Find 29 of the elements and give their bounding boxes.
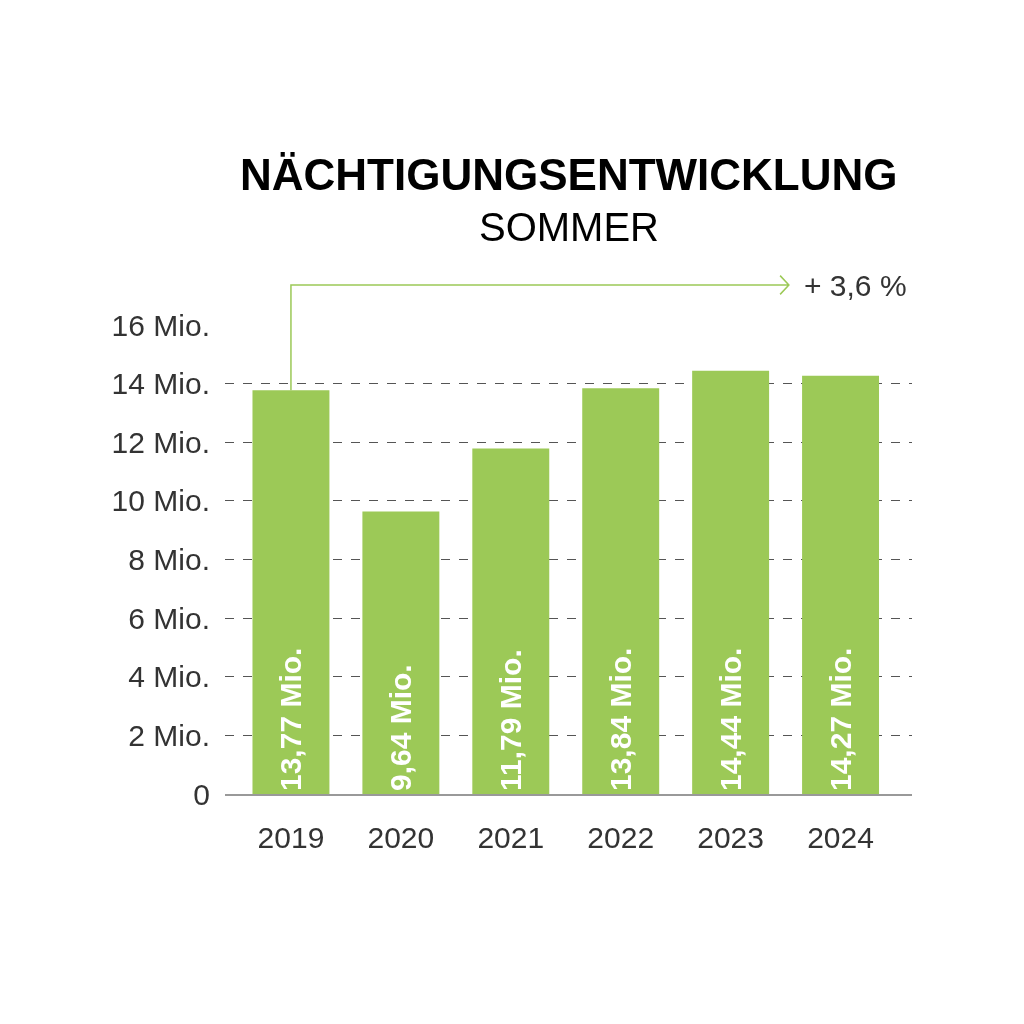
y-tick-label: 8 Mio.: [128, 543, 210, 576]
y-tick-label: 14 Mio.: [111, 367, 210, 401]
y-tick-label: 2 Mio.: [128, 718, 210, 752]
data-label: 11,79 Mio.: [494, 649, 528, 791]
x-tick-label: 2019: [257, 821, 325, 854]
data-label: 9,64 Mio.: [384, 664, 418, 791]
data-label: 14,44 Mio.: [714, 647, 748, 791]
text: + 3,6 %: [804, 269, 907, 302]
x-tick-label: 2020: [367, 821, 435, 854]
chart-subtitle: SOMMER: [479, 205, 659, 249]
data-label: 13,77 Mio.: [274, 647, 308, 791]
x-tick-label: 2022: [587, 821, 655, 854]
bar: [582, 388, 660, 794]
x-tick-label: 2024: [807, 821, 874, 854]
y-tick-label: 16 Mio.: [111, 308, 210, 342]
x-tick-label: 2021: [477, 821, 545, 854]
y-tick-label: 4 Mio.: [128, 660, 210, 694]
bar: [692, 370, 770, 794]
x-tick-label: 2023: [697, 821, 765, 854]
y-tick-label: 12 Mio.: [111, 425, 210, 459]
data-label: 14,27 Mio.: [824, 647, 858, 791]
bar: [362, 511, 440, 794]
data-label: 13,84 Mio.: [604, 647, 638, 791]
y-tick-label: 10 Mio.: [111, 484, 210, 518]
bar: [802, 375, 880, 794]
chart-title: NÄCHTIGUNGSENTWICKLUNG: [240, 150, 898, 199]
y-tick-label: 6 Mio.: [128, 601, 210, 635]
y-tick-label: 0: [193, 777, 210, 811]
bar: [472, 448, 550, 794]
